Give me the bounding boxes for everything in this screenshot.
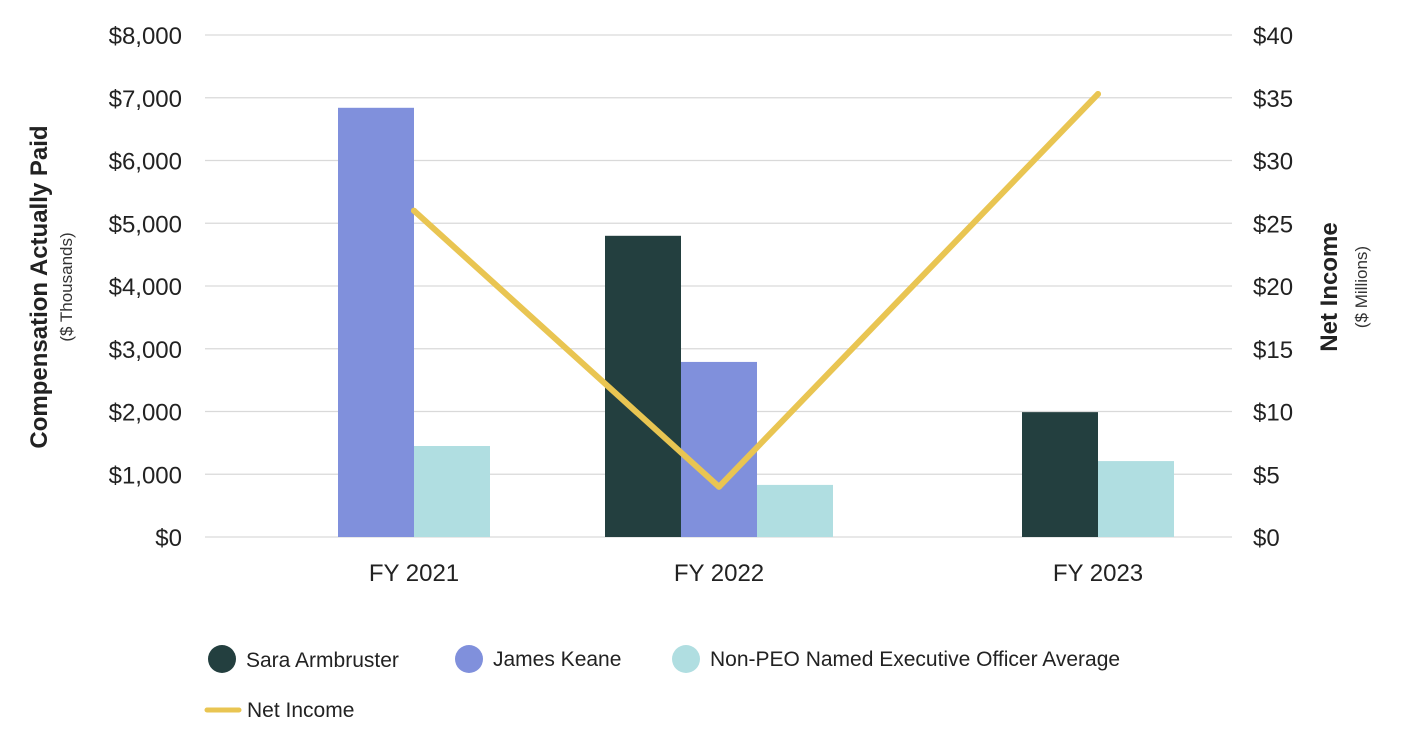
right-tick-label: $15 <box>1253 337 1293 364</box>
left-axis-title: Compensation Actually Paid <box>26 125 53 448</box>
bar-non-peo-named-executive-officer-average-fy-2022 <box>757 484 833 537</box>
bar-sara-armbruster-fy-2023 <box>1022 412 1098 537</box>
net-income-point-fy-2021 <box>411 207 417 214</box>
category-label: FY 2021 <box>369 560 459 587</box>
left-tick-label: $3,000 <box>109 337 182 364</box>
net-income-line-layer <box>411 90 1101 490</box>
left-axis-subtitle-group: ($ Thousands) <box>57 232 76 341</box>
right-tick-label: $40 <box>1253 23 1293 50</box>
bar-james-keane-fy-2021 <box>338 107 414 537</box>
bar-james-keane-fy-2022 <box>681 361 757 537</box>
left-tick-label: $5,000 <box>109 211 182 238</box>
left-axis-subtitle: ($ Thousands) <box>57 232 76 341</box>
left-tick-label: $6,000 <box>109 149 182 176</box>
left-tick-label: $1,000 <box>109 462 182 489</box>
right-tick-label: $0 <box>1253 525 1280 552</box>
right-axis-subtitle-group: ($ Millions) <box>1352 246 1371 328</box>
left-tick-label: $2,000 <box>109 400 182 427</box>
right-axis-ticks: $0 $5 $10 $15 $20 $25 $30 $35 $40 <box>1253 23 1293 552</box>
legend-marker-non-peo-neo-average <box>672 645 700 673</box>
net-income-point-fy-2022 <box>716 483 722 490</box>
right-tick-label: $30 <box>1253 149 1293 176</box>
category-label: FY 2022 <box>674 560 764 587</box>
left-tick-label: $7,000 <box>109 86 182 113</box>
legend-label-net-income: Net Income <box>247 699 354 722</box>
legend-label-james-keane: James Keane <box>493 648 621 671</box>
right-tick-label: $20 <box>1253 274 1293 301</box>
left-axis-ticks: $0 $1,000 $2,000 $3,000 $4,000 $5,000 $6,000 $7… <box>109 23 182 552</box>
legend: Sara Armbruster James Keane Non-PEO Name… <box>204 645 1120 722</box>
category-labels: FY 2021 FY 2022 FY 2023 <box>369 560 1143 587</box>
bars <box>338 107 1174 538</box>
bar-sara-armbruster-fy-2022 <box>605 235 681 538</box>
bar-non-peo-named-executive-officer-average-fy-2023 <box>1098 461 1174 537</box>
left-axis-title-group: Compensation Actually Paid <box>26 125 53 448</box>
category-label: FY 2023 <box>1053 560 1143 587</box>
legend-label-non-peo-neo-average: Non-PEO Named Executive Officer Average <box>710 648 1120 671</box>
right-tick-label: $5 <box>1253 462 1280 489</box>
right-axis-title-group: Net Income <box>1316 222 1343 351</box>
left-tick-label: $0 <box>155 525 182 552</box>
left-tick-label: $8,000 <box>109 23 182 50</box>
right-tick-label: $25 <box>1253 211 1293 238</box>
legend-marker-james-keane <box>455 645 483 673</box>
right-tick-label: $35 <box>1253 86 1293 113</box>
legend-label-sara-armbruster: Sara Armbruster <box>246 649 399 672</box>
left-tick-label: $4,000 <box>109 274 182 301</box>
right-axis-subtitle: ($ Millions) <box>1352 246 1371 328</box>
bar-non-peo-named-executive-officer-average-fy-2021 <box>414 446 490 537</box>
right-axis-title: Net Income <box>1316 222 1343 351</box>
legend-marker-sara-armbruster <box>208 645 236 673</box>
net-income-point-fy-2023 <box>1095 90 1101 97</box>
right-tick-label: $10 <box>1253 400 1293 427</box>
